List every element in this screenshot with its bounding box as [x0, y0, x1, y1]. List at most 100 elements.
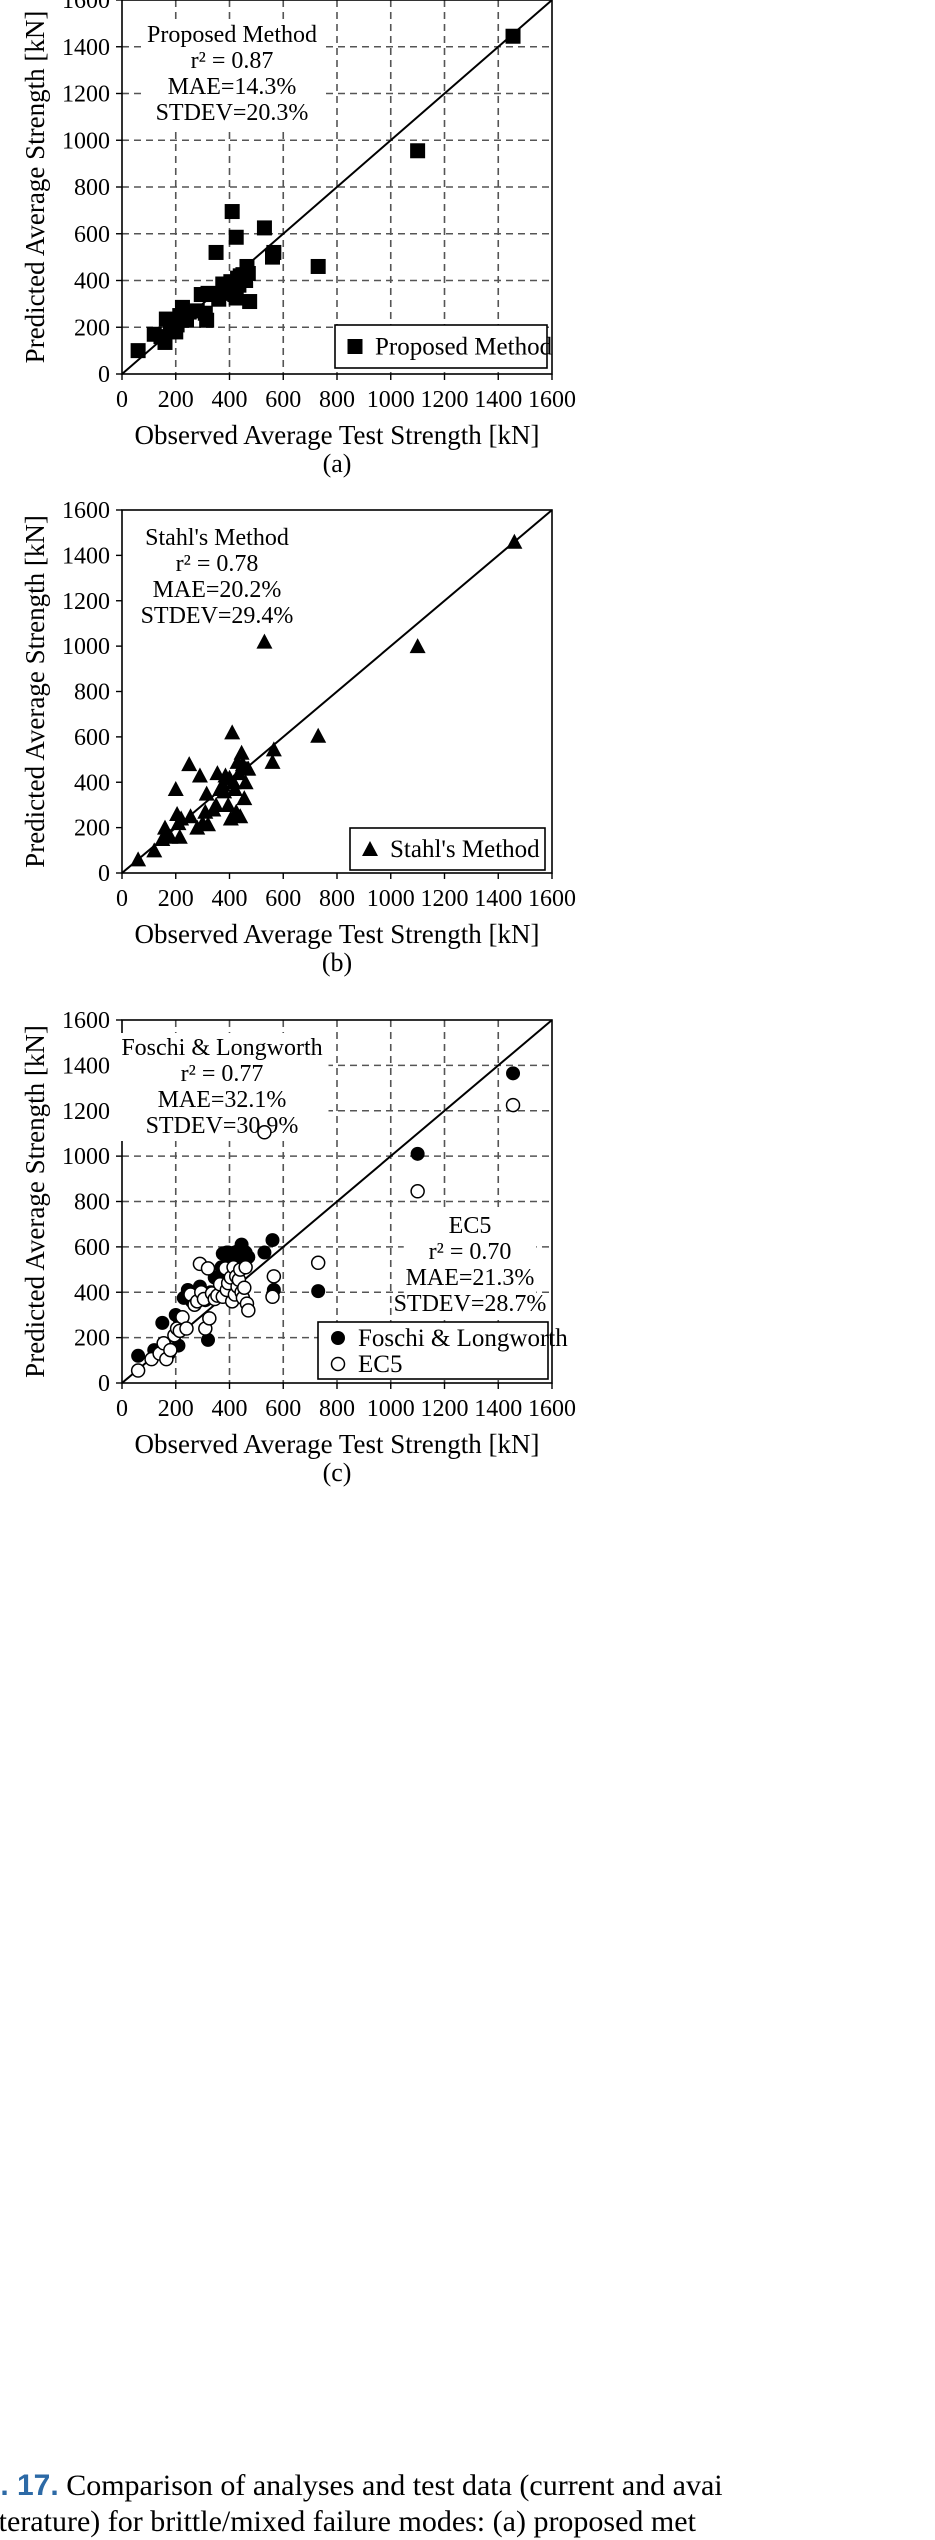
annotation-text: r² = 0.78 — [176, 551, 259, 577]
data-point — [198, 785, 215, 801]
annotation-bg — [115, 1033, 329, 1141]
data-point — [362, 841, 378, 856]
y-tick-label: 600 — [74, 725, 110, 751]
y-tick-label: 1600 — [62, 1008, 110, 1034]
x-tick-label: 200 — [158, 1396, 194, 1422]
data-point — [265, 1233, 280, 1248]
x-axis-label: Observed Average Test Strength [kN] — [135, 919, 540, 949]
data-point — [257, 1245, 272, 1260]
y-tick-label: 1200 — [62, 1099, 110, 1125]
y-tick-label: 1600 — [62, 0, 110, 14]
data-point — [232, 808, 249, 824]
x-axis-label: Observed Average Test Strength [kN] — [135, 420, 540, 450]
reference-line — [121, 509, 553, 874]
data-point — [171, 828, 188, 844]
data-point — [201, 1332, 215, 1347]
panel-label: (c) — [323, 1458, 352, 1487]
y-tick-label: 0 — [98, 362, 110, 388]
data-point — [228, 229, 244, 245]
data-point — [240, 760, 257, 776]
data-point — [220, 796, 237, 812]
data-point — [225, 774, 242, 790]
x-tick-label: 1000 — [367, 1396, 415, 1422]
data-point — [131, 1348, 146, 1363]
series-1 — [130, 28, 521, 359]
data-point — [410, 1184, 425, 1199]
data-point — [226, 781, 243, 797]
data-point — [240, 265, 256, 281]
y-tick-label: 1400 — [62, 1053, 110, 1079]
x-tick-label: 600 — [265, 1396, 301, 1422]
x-tick-label: 800 — [319, 886, 355, 912]
data-point — [191, 767, 208, 783]
y-tick-label: 1000 — [62, 128, 110, 154]
x-tick-label: 800 — [319, 387, 355, 413]
y-tick-label: 1000 — [62, 1144, 110, 1170]
legend-box — [349, 827, 546, 871]
legend-box — [317, 1321, 549, 1380]
chart-panel-1: 0 200 400 600 800 1000 1200 1400 160002004006008… — [20, 0, 576, 478]
data-point — [310, 727, 327, 743]
x-tick-label: 1600 — [528, 387, 576, 413]
x-tick-label: 1000 — [367, 886, 415, 912]
y-tick-label: 400 — [74, 770, 110, 796]
data-point — [208, 796, 225, 812]
x-tick-label: 400 — [212, 1396, 248, 1422]
annotation-text: STDEV=30.9% — [146, 1113, 299, 1139]
annotation-bg — [142, 20, 322, 128]
figure-caption: g. 17. Comparison of analyses and test d… — [0, 2468, 935, 2540]
y-tick-label: 800 — [74, 1190, 110, 1216]
data-point — [224, 724, 241, 740]
annotation-text: MAE=14.3% — [168, 74, 297, 100]
x-tick-label: 0 — [116, 387, 128, 413]
data-point — [200, 816, 216, 832]
chart-panel-2: 0 200 400 600 800 1000 1200 1400 160002004006008… — [20, 498, 576, 977]
data-point — [237, 1280, 252, 1295]
series-1 — [130, 533, 523, 867]
annotation-text: STDEV=28.7% — [394, 1291, 547, 1317]
caption-figure-label: g. 17. — [0, 2469, 59, 2502]
y-tick-label: 1200 — [62, 589, 110, 615]
data-point — [242, 294, 258, 310]
x-axis-label: Observed Average Test Strength [kN] — [135, 1429, 540, 1459]
data-point — [237, 774, 254, 790]
panel-label: (b) — [322, 948, 352, 977]
data-point — [202, 1311, 217, 1326]
data-point — [410, 1146, 425, 1161]
data-point — [224, 204, 240, 220]
panel-label: (a) — [323, 449, 352, 478]
data-point — [347, 339, 363, 354]
x-tick-label: 400 — [212, 387, 248, 413]
annotation-text: MAE=20.2% — [153, 577, 282, 603]
data-point — [256, 633, 273, 649]
data-point — [311, 1284, 326, 1299]
legend-box — [334, 324, 548, 369]
y-tick-label: 200 — [74, 816, 110, 842]
x-tick-label: 0 — [116, 886, 128, 912]
y-tick-label: 800 — [74, 680, 110, 706]
data-point — [208, 244, 224, 260]
x-tick-label: 400 — [212, 886, 248, 912]
data-point — [167, 781, 184, 797]
data-point — [130, 343, 146, 359]
data-point — [130, 851, 147, 867]
data-point — [310, 1255, 326, 1271]
data-point — [230, 765, 247, 781]
y-tick-label: 1200 — [62, 82, 110, 108]
x-tick-label: 1400 — [474, 886, 522, 912]
caption-line-2: literature) for brittle/mixed failure mo… — [0, 2504, 935, 2540]
annotation-text: r² = 0.70 — [429, 1239, 512, 1265]
data-point — [233, 744, 250, 760]
data-point — [264, 753, 281, 769]
data-point — [265, 741, 282, 757]
y-axis-label: Predicted Average Strength [kN] — [20, 11, 50, 364]
data-point — [155, 1315, 170, 1330]
x-tick-label: 0 — [116, 1396, 128, 1422]
data-point — [505, 28, 521, 44]
data-point — [330, 1356, 346, 1372]
x-tick-label: 1400 — [474, 387, 522, 413]
caption-text-2: literature) for brittle/mixed failure mo… — [0, 2505, 696, 2538]
legend: Proposed Method — [334, 324, 553, 369]
